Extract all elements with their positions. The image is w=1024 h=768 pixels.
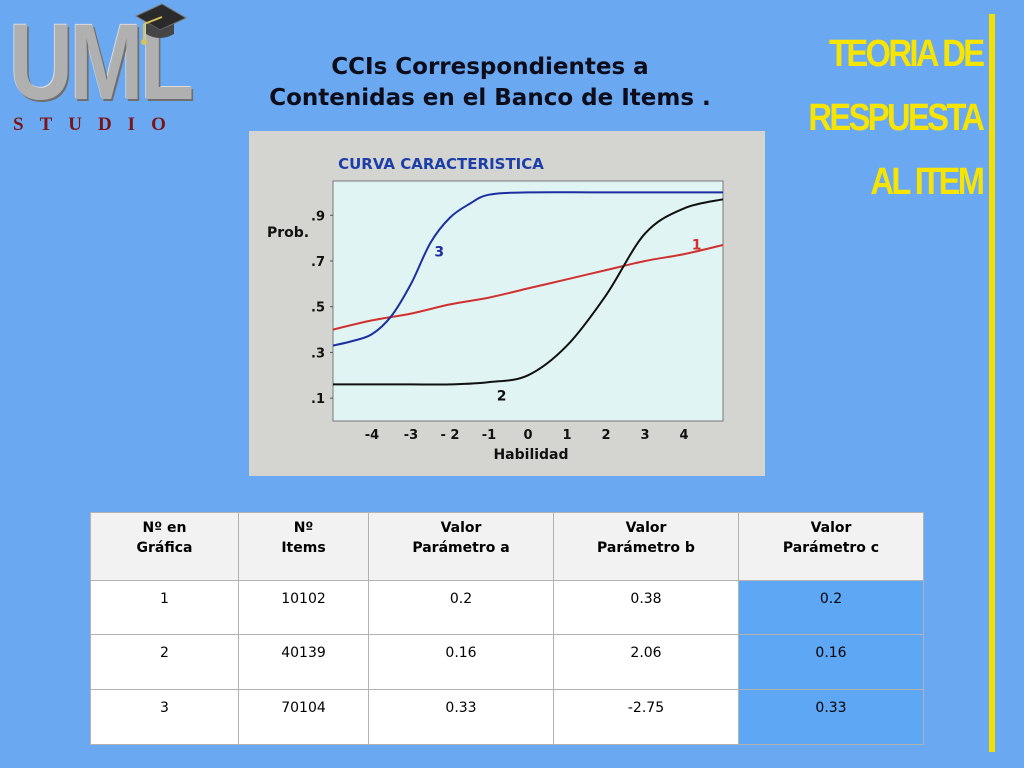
series-labels: 1 2 3 xyxy=(434,238,701,405)
table-cell: 70104 xyxy=(238,689,369,745)
header-grafica: Nº en Gráfica xyxy=(90,512,239,581)
slide-title-line2: Contenidas en el Banco de Items . xyxy=(269,85,711,111)
table-cell: 0.16 xyxy=(738,634,924,690)
x-tick-label: -1 xyxy=(482,428,496,443)
table-cell: 40139 xyxy=(238,634,369,690)
y-tick-label: .1 xyxy=(311,392,325,407)
table-cell: -2.75 xyxy=(553,689,739,745)
table-row: 2 40139 0.16 2.06 0.16 xyxy=(90,634,924,690)
x-tick-label: 2 xyxy=(601,428,610,443)
table-cell: 10102 xyxy=(238,580,369,635)
slide-title-line1: CCIs Correspondientes a xyxy=(331,54,649,80)
series-lines xyxy=(332,191,724,386)
slide-title: CCIs Correspondientes a Contenidas en el… xyxy=(190,52,790,114)
header-param-b: Valor Parámetro b xyxy=(553,512,739,581)
x-tick-label: -4 xyxy=(365,428,379,443)
table-cell: 0.2 xyxy=(368,580,554,635)
table-cell: 3 xyxy=(90,689,239,745)
section-heading-line1: TEORIA DE xyxy=(828,33,984,75)
logo-studio-text: STUDIO xyxy=(13,114,182,135)
x-ticks: -4 -3 - 2 -1 0 1 2 3 4 xyxy=(365,428,689,443)
x-tick-label: - 2 xyxy=(441,428,460,443)
x-tick-label: -3 xyxy=(404,428,418,443)
curve-1 xyxy=(332,244,724,331)
y-tick-label: .9 xyxy=(311,209,325,224)
y-tick-label: .3 xyxy=(311,346,325,361)
table-cell: 0.33 xyxy=(368,689,554,745)
header-items: Nº Items xyxy=(238,512,369,581)
curve-3 xyxy=(332,191,723,347)
series-label-3: 3 xyxy=(434,244,444,260)
curve-2 xyxy=(333,198,724,386)
series-label-1: 1 xyxy=(692,238,702,254)
section-heading-line3: AL ITEM xyxy=(869,161,985,203)
y-tick-label: .5 xyxy=(311,301,325,316)
table-cell: 0.38 xyxy=(553,580,739,635)
table-header-row: Nº en Gráfica Nº Items Valor Parámetro a Va… xyxy=(90,512,924,581)
uml-studio-logo: UML STUDIO xyxy=(5,2,195,137)
table-cell: 2 xyxy=(90,634,239,690)
series-label-2: 2 xyxy=(497,388,507,404)
chart-title: CURVA CARACTERISTICA xyxy=(338,155,544,173)
x-axis-label: Habilidad xyxy=(493,447,568,463)
table-cell: 0.33 xyxy=(738,689,924,745)
table-cell: 0.2 xyxy=(738,580,924,635)
icc-chart: CURVA CARACTERISTICA Prob. Habilidad .1.… xyxy=(267,155,724,463)
header-param-c: Valor Parámetro c xyxy=(738,512,924,581)
x-tick-label: 1 xyxy=(562,428,571,443)
yellow-divider-line xyxy=(989,14,995,752)
table-cell: 0.16 xyxy=(368,634,554,690)
header-param-a: Valor Parámetro a xyxy=(368,512,554,581)
x-tick-label: 4 xyxy=(679,428,688,443)
section-heading: TEORIA DE RESPUESTA AL ITEM xyxy=(807,22,985,214)
x-tick-label: 3 xyxy=(640,428,649,443)
icc-chart-panel: CURVA CARACTERISTICA Prob. Habilidad .1.… xyxy=(249,131,765,476)
y-ticks: .1 .3 .5 .7 .9 xyxy=(311,209,333,407)
table-row: 3 70104 0.33 -2.75 0.33 xyxy=(90,689,924,745)
section-heading-line2: RESPUESTA xyxy=(807,97,985,139)
x-tick-label: 0 xyxy=(523,428,532,443)
table-cell: 1 xyxy=(90,580,239,635)
y-tick-label: .7 xyxy=(311,255,325,270)
y-axis-label: Prob. xyxy=(267,225,309,241)
item-parameters-table: Nº en Gráfica Nº Items Valor Parámetro a Va… xyxy=(90,512,924,745)
table-cell: 2.06 xyxy=(553,634,739,690)
table-row: 1 10102 0.2 0.38 0.2 xyxy=(90,580,924,635)
graduation-cap-icon xyxy=(134,3,188,45)
